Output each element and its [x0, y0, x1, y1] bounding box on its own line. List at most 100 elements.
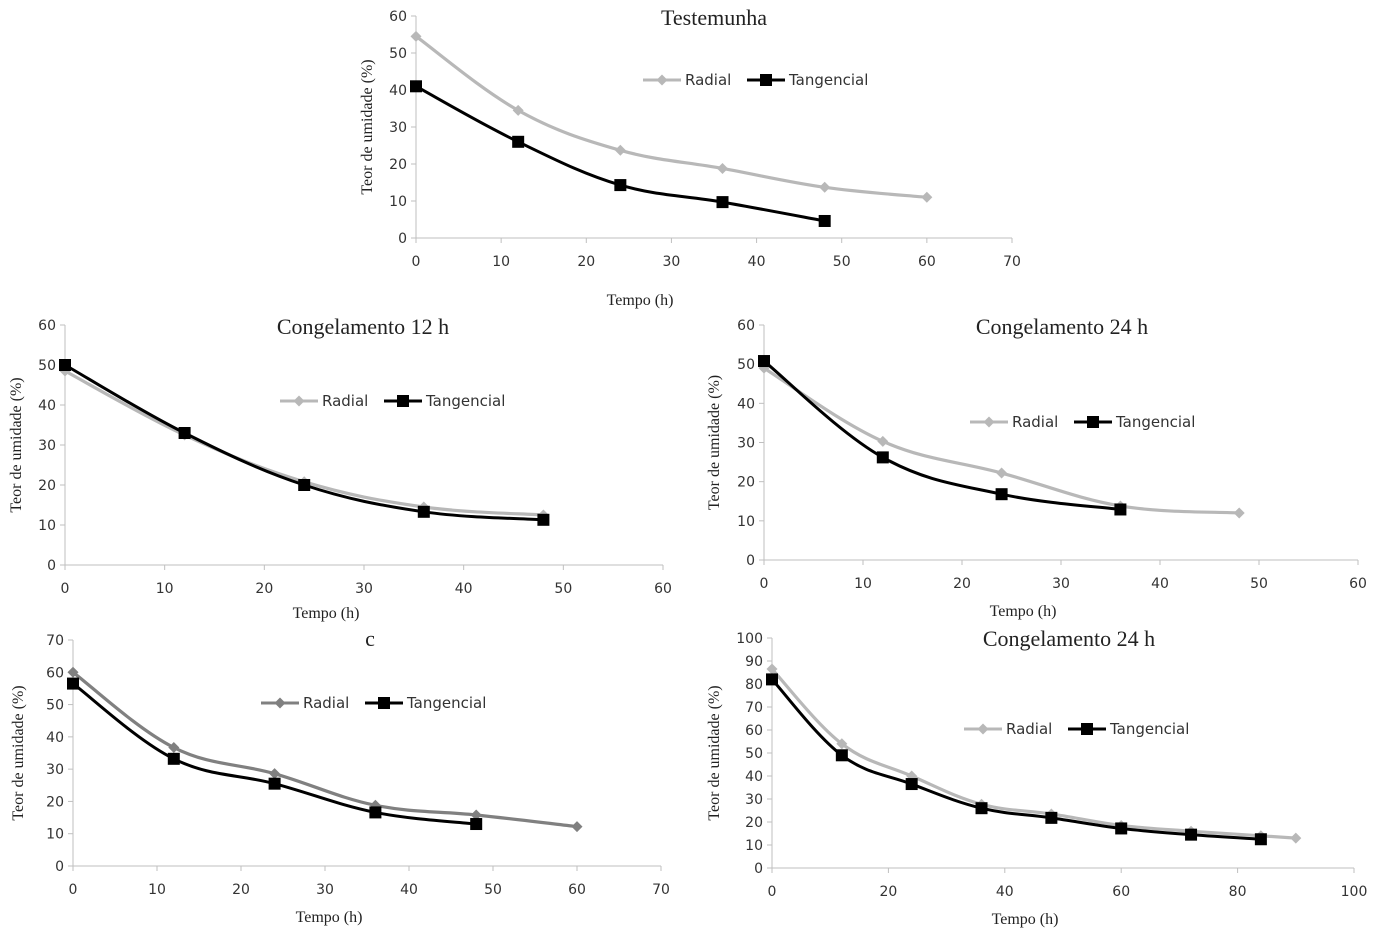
y-tick-label: 40 — [38, 398, 56, 414]
y-tick-label: 30 — [389, 120, 407, 136]
x-tick-label: 50 — [484, 882, 502, 898]
series-tangencial — [766, 673, 1267, 846]
y-tick-label: 50 — [46, 698, 64, 714]
series-line — [72, 671, 578, 829]
x-tick-label: 40 — [400, 882, 418, 898]
data-point — [717, 162, 729, 174]
x-tick-label: 50 — [1250, 576, 1268, 592]
y-tick-label: 50 — [389, 46, 407, 62]
data-point — [470, 809, 482, 821]
x-tick-label: 30 — [316, 882, 334, 898]
x-tick-label: 40 — [1151, 576, 1169, 592]
legend-label: Radial — [1012, 413, 1058, 431]
data-point — [614, 144, 626, 156]
x-axis-label: Tempo (h) — [992, 911, 1059, 928]
legend-label: Tangencial — [788, 71, 868, 89]
x-tick-label: 60 — [568, 882, 586, 898]
data-point — [1290, 832, 1302, 844]
x-axis-label: Tempo (h) — [607, 292, 674, 309]
chart-1: 0 10 20 30 40 50 60 0 10 20 30 40 50 60 70 Testemunha Te… — [359, 5, 1021, 309]
data-point — [819, 181, 831, 193]
data-point — [512, 135, 525, 148]
data-point — [1185, 828, 1198, 841]
y-tick-label: 100 — [736, 631, 763, 647]
chart-title: c — [365, 626, 375, 651]
data-point — [168, 742, 180, 754]
data-point — [369, 806, 382, 819]
x-tick-label: 60 — [1349, 576, 1367, 592]
x-tick-label: 40 — [748, 254, 766, 270]
x-tick-label: 10 — [148, 882, 166, 898]
data-point — [996, 467, 1008, 479]
y-tick-label: 10 — [38, 518, 56, 534]
legend: Radial Tangencial — [643, 71, 868, 89]
series-tangencial — [758, 355, 1127, 516]
y-tick-label: 20 — [38, 478, 56, 494]
series-tangencial — [410, 80, 831, 227]
x-tick-label: 0 — [69, 882, 78, 898]
chart-title: Congelamento 12 h — [277, 314, 449, 339]
y-axis-label: Teor de umidade (%) — [706, 375, 723, 510]
data-point — [1114, 503, 1127, 516]
x-tick-label: 30 — [1052, 576, 1070, 592]
y-tick-label: 10 — [737, 514, 755, 530]
x-tick-label: 10 — [854, 576, 872, 592]
y-tick-label: 30 — [745, 792, 763, 808]
y-tick-label: 20 — [46, 794, 64, 810]
legend: Radial Tangencial — [261, 694, 486, 712]
legend-label: Tangencial — [1109, 720, 1189, 738]
legend: Radial Tangencial — [970, 413, 1195, 431]
data-point — [1254, 833, 1267, 846]
x-tick-label: 60 — [918, 254, 936, 270]
legend-label: Tangencial — [425, 392, 505, 410]
y-tick-label: 20 — [389, 157, 407, 173]
data-point — [766, 673, 778, 686]
series-radial — [410, 30, 933, 203]
y-tick-label: 40 — [737, 396, 755, 412]
x-tick-label: 40 — [455, 581, 473, 597]
data-point — [67, 666, 79, 678]
legend: Radial Tangencial — [280, 392, 505, 410]
y-tick-label: 60 — [737, 318, 755, 334]
data-point — [178, 427, 191, 439]
y-tick-label: 10 — [389, 194, 407, 210]
chart-2: 0 10 20 30 40 50 60 0 10 20 30 40 50 60 Congelamento 1… — [8, 314, 672, 622]
y-tick-label: 60 — [46, 665, 64, 681]
y-tick-label: 70 — [46, 633, 64, 649]
legend-label: Tangencial — [1115, 413, 1195, 431]
legend-marker — [983, 416, 995, 428]
chart-title: Congelamento 24 h — [983, 626, 1155, 651]
legend-marker — [293, 395, 305, 407]
data-point — [766, 663, 778, 675]
y-tick-label: 10 — [46, 827, 64, 843]
y-tick-label: 30 — [38, 438, 56, 454]
x-tick-label: 0 — [61, 581, 70, 597]
y-axis-label: Teor de umidade (%) — [359, 59, 376, 194]
data-point — [1045, 811, 1058, 824]
legend-marker — [1087, 416, 1099, 428]
x-tick-label: 20 — [232, 882, 250, 898]
x-tick-label: 30 — [663, 254, 681, 270]
y-axis-label: Teor de umidade (%) — [8, 377, 25, 512]
data-point — [417, 505, 430, 518]
legend-label: Tangencial — [406, 694, 486, 712]
x-axis-label: Tempo (h) — [293, 605, 360, 622]
y-tick-label: 30 — [737, 436, 755, 452]
data-point — [571, 821, 583, 833]
legend-label: Radial — [1006, 720, 1052, 738]
x-tick-label: 0 — [760, 576, 769, 592]
series-tangencial — [59, 359, 550, 526]
x-tick-label: 20 — [255, 581, 273, 597]
x-axis-label: Tempo (h) — [296, 909, 363, 926]
x-tick-label: 10 — [156, 581, 174, 597]
y-tick-label: 60 — [389, 9, 407, 25]
legend-marker — [656, 74, 668, 86]
x-tick-label: 0 — [412, 254, 421, 270]
series-line — [763, 359, 1121, 511]
data-point — [614, 179, 627, 192]
data-point — [975, 802, 988, 815]
data-point — [876, 451, 889, 464]
series-radial — [758, 362, 1245, 519]
chart-title: Congelamento 24 h — [976, 314, 1148, 339]
